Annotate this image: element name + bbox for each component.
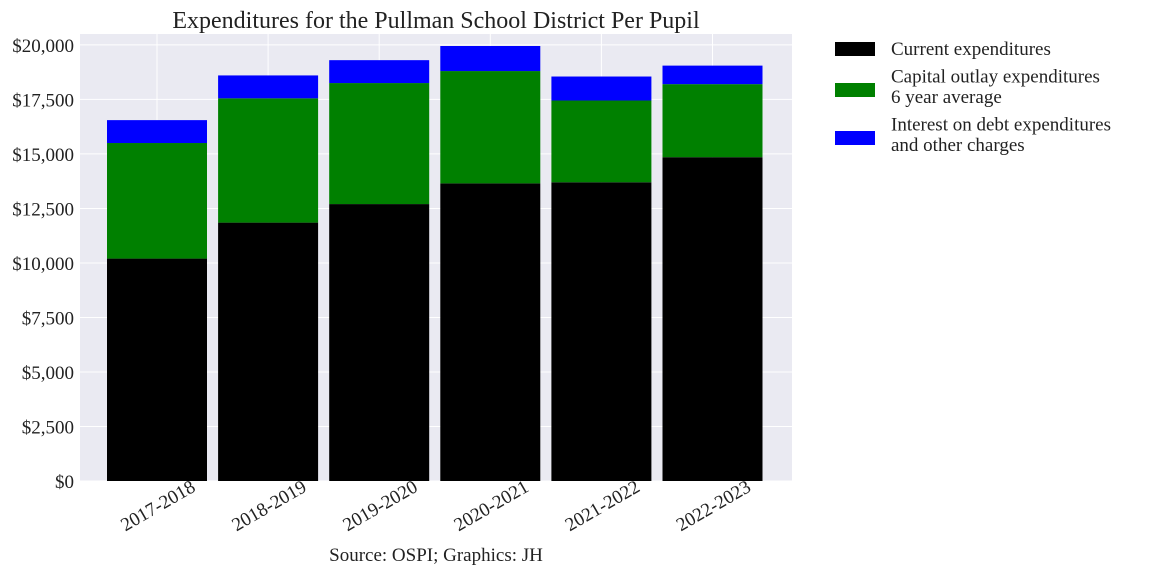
x-tick-label: 2019-2020 (340, 477, 422, 536)
bar-segment-series-2 (662, 84, 763, 158)
bar-segment-series-3 (107, 120, 207, 144)
legend: Current expenditures Capital outlay expen… (835, 39, 1111, 156)
legend-label-series-3: Interest on debt expenditures and other c… (891, 115, 1111, 157)
bar-segment-series-3 (440, 45, 541, 72)
legend-swatch-series-2 (835, 83, 875, 97)
chart-caption: Source: OSPI; Graphics: JH (329, 545, 543, 566)
bar-segment-series-1 (329, 204, 430, 481)
x-tick-label: 2018-2019 (228, 477, 310, 536)
bar-segment-series-2 (440, 71, 541, 184)
bars (107, 45, 763, 482)
bar-segment-series-1 (440, 183, 541, 482)
x-tick-label: 2017-2018 (117, 477, 199, 536)
bar-segment-series-3 (218, 75, 319, 99)
bar-segment-series-2 (329, 83, 430, 205)
bar-segment-series-1 (662, 157, 763, 481)
y-tick-label: $0 (55, 472, 74, 493)
x-tick-label: 2020-2021 (451, 477, 533, 536)
chart-title: Expenditures for the Pullman School Dist… (172, 8, 700, 34)
bar-segment-series-3 (551, 76, 652, 101)
bar-segment-series-2 (218, 98, 319, 223)
y-axis-ticks: $0 $2,500 $5,000 $7,500 $10,000 $12,500 $15,00… (12, 36, 74, 493)
y-tick-label: $17,500 (12, 90, 74, 111)
y-tick-label: $20,000 (12, 36, 74, 57)
y-tick-label: $15,000 (12, 145, 74, 166)
bar-segment-series-2 (107, 143, 207, 259)
y-tick-label: $10,000 (12, 254, 74, 275)
x-tick-label: 2021-2022 (562, 477, 644, 536)
bar-segment-series-2 (551, 100, 652, 183)
y-tick-label: $5,000 (22, 363, 74, 384)
bar-segment-series-1 (551, 182, 652, 481)
bar-segment-series-1 (218, 222, 319, 482)
legend-swatch-series-3 (835, 131, 875, 145)
x-axis-ticks: 2017-2018 2018-2019 2019-2020 2020-2021 2021… (117, 477, 754, 536)
bar-segment-series-3 (662, 65, 763, 85)
bar-segment-series-3 (329, 60, 430, 84)
legend-label-series-2: Capital outlay expenditures 6 year averag… (891, 67, 1100, 109)
bar-segment-series-1 (107, 258, 207, 481)
x-tick-label: 2022-2023 (673, 477, 755, 536)
y-tick-label: $7,500 (22, 308, 74, 329)
y-tick-label: $12,500 (12, 199, 74, 220)
legend-label-series-1: Current expenditures (891, 39, 1051, 60)
y-tick-label: $2,500 (22, 417, 74, 438)
legend-swatch-series-1 (835, 42, 875, 56)
